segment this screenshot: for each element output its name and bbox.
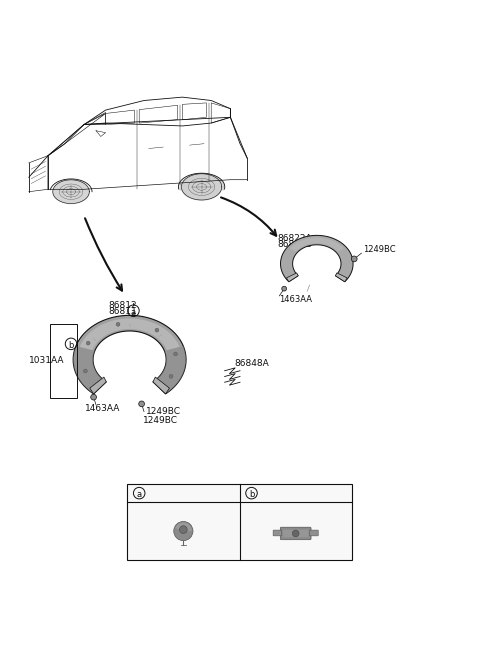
Circle shape: [292, 530, 299, 537]
Polygon shape: [73, 346, 106, 394]
FancyBboxPatch shape: [310, 530, 318, 536]
Polygon shape: [153, 346, 186, 394]
Text: a: a: [131, 307, 136, 317]
Text: 1463AA: 1463AA: [279, 295, 312, 304]
Text: 1463AA: 1463AA: [85, 403, 120, 413]
Circle shape: [84, 369, 87, 373]
Polygon shape: [153, 377, 169, 394]
Polygon shape: [290, 238, 344, 252]
Text: 1249BC: 1249BC: [363, 244, 396, 254]
FancyBboxPatch shape: [273, 530, 282, 536]
Circle shape: [116, 323, 120, 327]
Text: 1249BC: 1249BC: [146, 407, 181, 417]
Polygon shape: [53, 180, 89, 204]
Polygon shape: [80, 319, 180, 350]
Circle shape: [351, 256, 357, 261]
Text: 86812: 86812: [108, 302, 137, 310]
Circle shape: [169, 374, 173, 378]
Circle shape: [91, 394, 96, 400]
Polygon shape: [336, 273, 347, 282]
Circle shape: [139, 401, 144, 407]
Circle shape: [86, 341, 90, 345]
Text: 1334CB: 1334CB: [263, 487, 300, 497]
Circle shape: [155, 328, 159, 332]
Polygon shape: [287, 273, 298, 282]
Wedge shape: [175, 522, 192, 531]
Text: b: b: [68, 341, 74, 350]
Text: a: a: [137, 490, 142, 499]
FancyBboxPatch shape: [127, 484, 352, 560]
Circle shape: [180, 526, 187, 533]
Polygon shape: [181, 174, 222, 200]
Circle shape: [282, 286, 287, 291]
Text: 1249BC: 1249BC: [143, 416, 178, 425]
Text: b: b: [249, 490, 254, 499]
Text: 84145A: 84145A: [150, 487, 188, 497]
Text: 86811: 86811: [108, 307, 137, 316]
Text: 86822A: 86822A: [277, 234, 312, 242]
Text: 86848A: 86848A: [234, 359, 269, 368]
Polygon shape: [280, 235, 353, 282]
Circle shape: [174, 522, 193, 541]
FancyBboxPatch shape: [283, 530, 309, 537]
Polygon shape: [73, 315, 186, 394]
Circle shape: [174, 352, 178, 356]
Text: 1031AA: 1031AA: [29, 356, 64, 365]
Text: 86821B: 86821B: [277, 240, 312, 249]
Polygon shape: [90, 377, 106, 394]
FancyBboxPatch shape: [280, 527, 311, 539]
